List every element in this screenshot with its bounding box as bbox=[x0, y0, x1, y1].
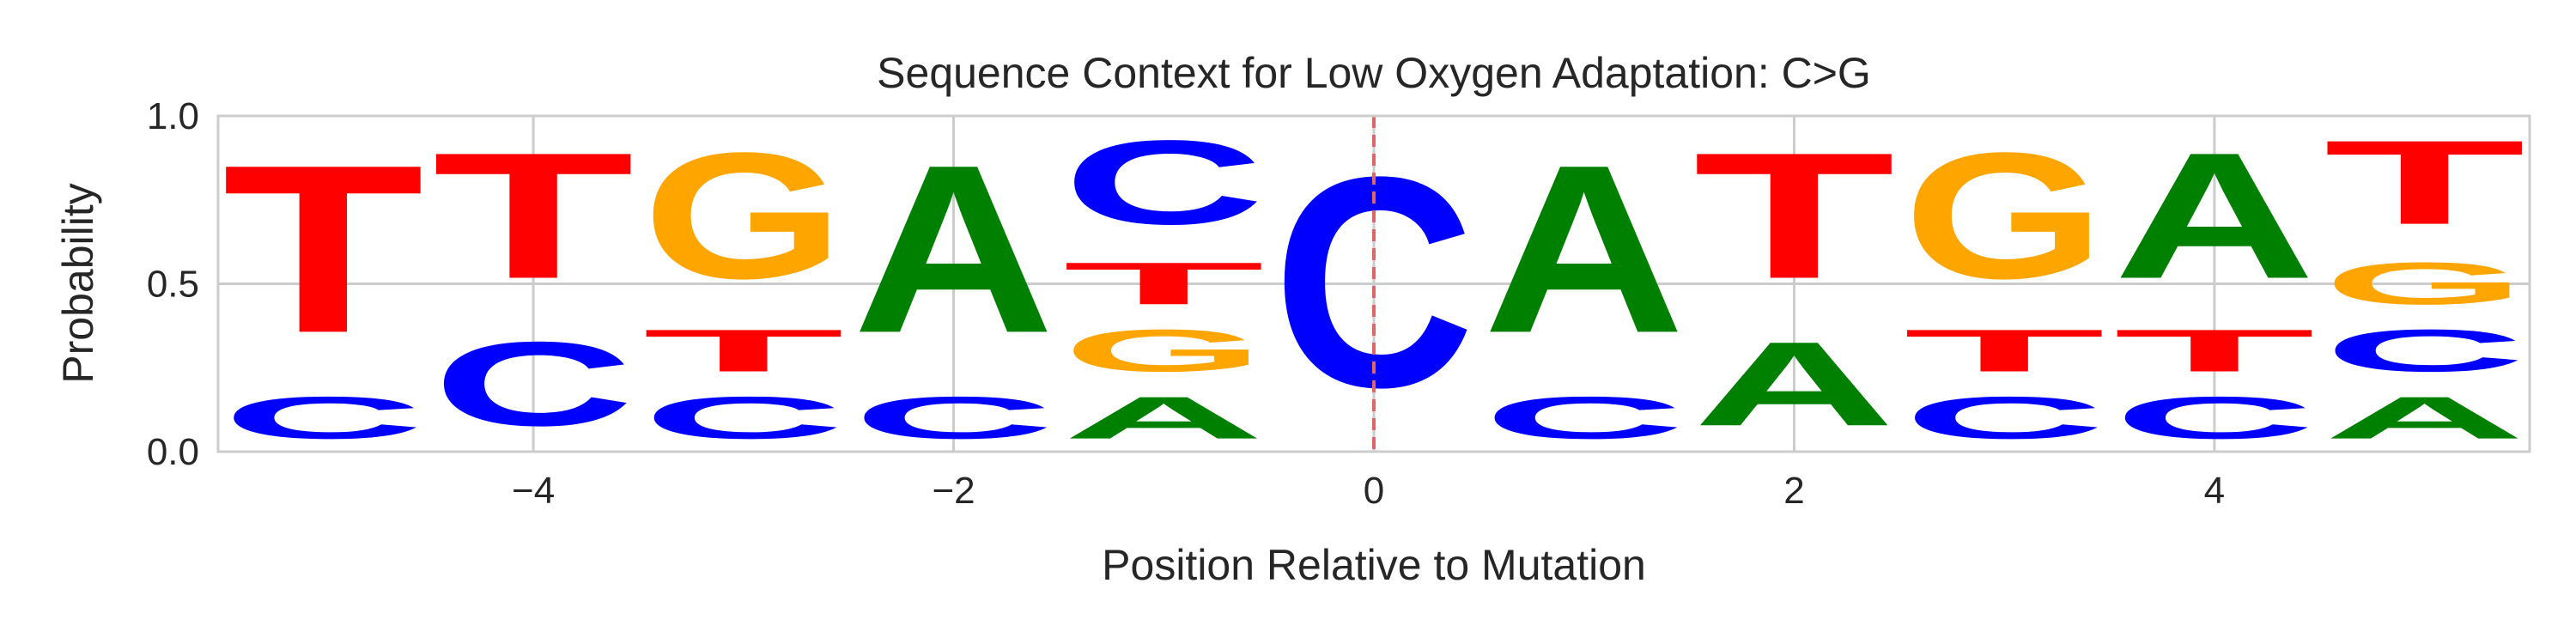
x-tick-label: 4 bbox=[2204, 470, 2225, 512]
logo-letter-a: A bbox=[853, 116, 1054, 383]
x-tick-label: 0 bbox=[1364, 470, 1384, 512]
x-tick-label: 2 bbox=[1783, 470, 1804, 512]
logo-letter-g: G bbox=[1063, 318, 1265, 385]
logo-letter-c: C bbox=[1483, 384, 1685, 451]
logo-letter-c: C bbox=[2324, 317, 2525, 384]
logo-letter-t: T bbox=[642, 317, 844, 384]
logo-letter-g: G bbox=[642, 116, 844, 317]
logo-letter-a: A bbox=[1483, 116, 1685, 383]
logo-letter-t: T bbox=[2113, 317, 2315, 384]
x-tick-label: −2 bbox=[932, 470, 975, 512]
logo-letter-a: A bbox=[1063, 384, 1265, 451]
logo-letter-t: T bbox=[1063, 250, 1265, 317]
logo-letter-c: C bbox=[642, 384, 844, 451]
logo-letter-g: G bbox=[1904, 116, 2105, 317]
logo-letter-g: G bbox=[2324, 250, 2525, 317]
x-tick-label: −4 bbox=[512, 470, 555, 512]
logo-letter-t: T bbox=[2324, 116, 2525, 250]
logo-letter-t: T bbox=[1693, 115, 1895, 316]
logo-letter-c: C bbox=[1273, 115, 1475, 450]
y-tick-label: 1.0 bbox=[147, 95, 199, 137]
y-tick-label: 0.0 bbox=[147, 431, 199, 473]
logo-letter-a: A bbox=[2113, 115, 2315, 316]
logo-letter-c: C bbox=[433, 317, 635, 451]
logo-letter-c: C bbox=[222, 384, 424, 451]
x-axis-label: Position Relative to Mutation bbox=[1102, 541, 1646, 589]
chart-title: Sequence Context for Low Oxygen Adaptati… bbox=[877, 49, 1871, 97]
tick-labels: −4 −2 0 2 4 0.0 0.5 1.0 bbox=[147, 95, 2225, 512]
y-tick-label: 0.5 bbox=[147, 264, 199, 306]
logo-letter-t: T bbox=[222, 116, 424, 384]
plot-frame bbox=[216, 114, 2531, 453]
logo-letter-t: T bbox=[1904, 317, 2105, 384]
logo-letter-c: C bbox=[1904, 384, 2105, 451]
logo-letter-a: A bbox=[1693, 317, 1895, 451]
y-axis-label: Probability bbox=[54, 183, 102, 383]
logo-letter-t: T bbox=[433, 115, 635, 316]
logo-letter-c: C bbox=[2113, 384, 2315, 451]
logo-letter-c: C bbox=[1063, 116, 1265, 250]
logo-letter-a: A bbox=[2324, 384, 2525, 451]
logo-letter-c: C bbox=[853, 384, 1054, 451]
